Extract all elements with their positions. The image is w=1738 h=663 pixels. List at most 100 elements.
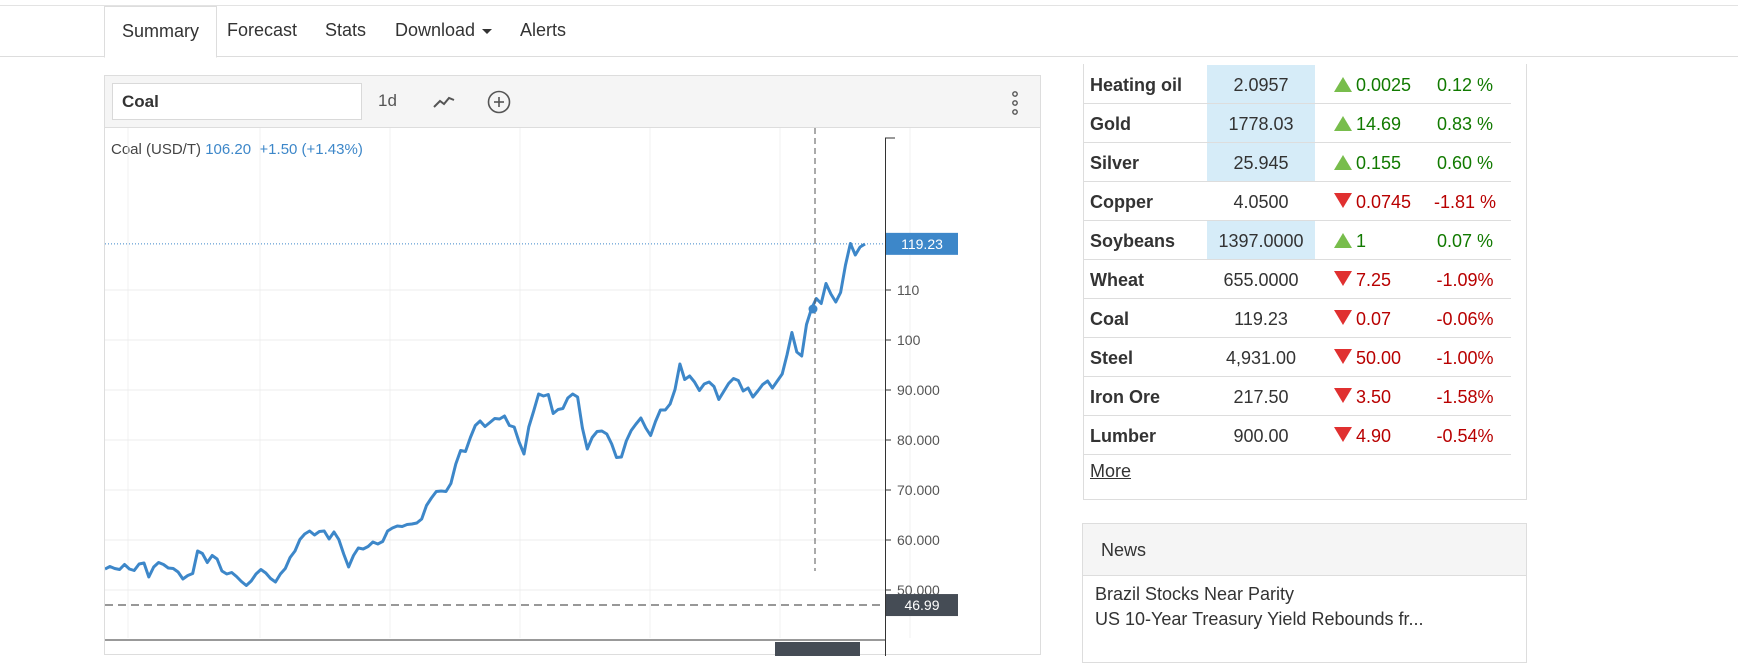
quote-row[interactable]: Gold 1778.03 14.69 0.83 % <box>1084 104 1511 143</box>
low-price-badge <box>886 594 958 617</box>
quote-row[interactable]: Wheat 655.0000 7.25 -1.09% <box>1084 260 1511 299</box>
arrow-up-icon <box>1334 155 1352 170</box>
quote-change: 0.0025 <box>1334 75 1411 96</box>
y-tick-label: 60.000 <box>897 532 940 548</box>
quote-row[interactable]: Copper 4.0500 0.0745 -1.81 % <box>1084 182 1511 221</box>
quote-change-value: 0.155 <box>1356 153 1402 173</box>
top-divider <box>0 5 1738 6</box>
tab-alerts[interactable]: Alerts <box>520 20 567 40</box>
crosshair-point <box>808 304 818 314</box>
tab-forecast[interactable]: Forecast <box>227 20 298 40</box>
quote-price: 1397.0000 <box>1207 221 1315 259</box>
quote-row[interactable]: Silver 25.945 0.155 0.60 % <box>1084 143 1511 182</box>
line-chart-icon[interactable] <box>431 89 457 115</box>
quote-percent: -0.06% <box>1436 309 1494 329</box>
quote-name[interactable]: Coal <box>1090 309 1130 329</box>
quote-name[interactable]: Wheat <box>1090 270 1144 290</box>
legend-price: 106.20 <box>205 141 252 158</box>
arrow-up-icon <box>1334 116 1352 131</box>
quote-change-value: 0.0745 <box>1356 192 1412 212</box>
quote-price: 25.945 <box>1207 143 1315 181</box>
news-item[interactable]: Brazil Stocks Near Parity <box>1095 584 1295 604</box>
quote-price: 4.0500 <box>1233 192 1289 212</box>
arrow-down-icon <box>1334 427 1352 442</box>
chart-legend: Coal (USD/T) 106.20 +1.50 (+1.43%) <box>111 141 363 158</box>
quote-change: 14.69 <box>1334 114 1401 135</box>
quote-change-value: 4.90 <box>1356 426 1392 446</box>
price-series-line <box>105 242 866 587</box>
quote-change-value: 3.50 <box>1356 387 1392 407</box>
symbol-input[interactable] <box>112 83 362 120</box>
last-price-label: 119.23 <box>901 236 943 252</box>
quote-percent: 0.83 % <box>1436 114 1494 134</box>
y-tick-label: 110 <box>897 282 920 298</box>
more-link[interactable]: More <box>1090 461 1132 481</box>
quote-change: 0.155 <box>1334 153 1401 174</box>
plus-circle-icon[interactable] <box>486 89 512 115</box>
quote-name[interactable]: Gold <box>1090 114 1131 134</box>
tab-download-label: Download <box>395 20 476 40</box>
quote-name[interactable]: Soybeans <box>1090 231 1176 251</box>
caret-down-icon <box>482 28 493 34</box>
quote-change-value: 0.07 <box>1356 309 1392 329</box>
arrow-down-icon <box>1334 349 1352 364</box>
quote-price: 1778.03 <box>1207 104 1315 142</box>
quote-percent: -1.00% <box>1436 348 1494 368</box>
quote-percent: 0.12 % <box>1436 75 1494 95</box>
quote-percent: -1.58% <box>1436 387 1494 407</box>
arrow-down-icon <box>1334 310 1352 325</box>
quote-change: 3.50 <box>1334 387 1391 408</box>
quotes-table: More Heating oil 2.0957 0.0025 0.12 % Gold 17… <box>1083 64 1527 500</box>
chart-panel: 1d Coal (USD/T) 106.20 +1.50 (+1.43%) 11… <box>104 75 1041 656</box>
quote-row[interactable]: Coal 119.23 0.07 -0.06% <box>1084 299 1511 338</box>
quote-row[interactable]: Steel 4,931.00 50.00 -1.00% <box>1084 338 1511 377</box>
legend-name: Coal (USD/T) <box>111 141 202 158</box>
quote-price: 4,931.00 <box>1225 348 1297 368</box>
quote-change: 0.07 <box>1334 309 1391 330</box>
quote-change: 0.0745 <box>1334 192 1411 213</box>
news-item[interactable]: US 10-Year Treasury Yield Rebounds fr... <box>1095 609 1424 629</box>
y-tick-label: 80.000 <box>897 432 940 448</box>
y-tick-label: 70.000 <box>897 482 940 498</box>
quote-row[interactable]: Soybeans 1397.0000 1 0.07 % <box>1084 221 1511 260</box>
period-button[interactable]: 1d <box>378 91 397 110</box>
quote-name[interactable]: Silver <box>1090 153 1140 173</box>
quote-price: 655.0000 <box>1223 270 1299 290</box>
quote-percent: -1.09% <box>1436 270 1494 290</box>
quote-change: 4.90 <box>1334 426 1391 447</box>
arrow-down-icon <box>1334 271 1352 286</box>
price-chart[interactable]: 110 100 90.000 80.000 70.000 60.000 50.000 119.… <box>105 128 1040 656</box>
quote-change: 50.00 <box>1334 348 1401 369</box>
y-tick-label: 90.000 <box>897 382 940 398</box>
x-crosshair-badge <box>775 642 860 656</box>
quote-name[interactable]: Copper <box>1090 192 1153 212</box>
arrow-down-icon <box>1334 388 1352 403</box>
chart-toolbar: 1d <box>105 76 1040 128</box>
tab-summary[interactable]: Summary <box>104 6 218 58</box>
quote-row[interactable]: Lumber 900.00 4.90 -0.54% <box>1084 416 1511 455</box>
quote-price: 217.50 <box>1233 387 1289 407</box>
more-vertical-icon[interactable] <box>1010 89 1020 117</box>
quote-name[interactable]: Lumber <box>1090 426 1157 446</box>
quote-change-value: 14.69 <box>1356 114 1402 134</box>
quote-percent: -1.81 % <box>1433 192 1497 212</box>
quote-row[interactable]: Heating oil 2.0957 0.0025 0.12 % <box>1084 65 1511 104</box>
quote-name[interactable]: Iron Ore <box>1090 387 1161 407</box>
quote-change-value: 0.0025 <box>1356 75 1412 95</box>
quote-change: 1 <box>1334 231 1366 252</box>
quote-price: 2.0957 <box>1207 65 1315 103</box>
low-price-label: 46.99 <box>904 597 939 613</box>
tab-stats[interactable]: Stats <box>325 20 367 40</box>
quote-change-value: 7.25 <box>1356 270 1392 290</box>
quote-change: 7.25 <box>1334 270 1391 291</box>
quote-row[interactable]: Iron Ore 217.50 3.50 -1.58% <box>1084 377 1511 416</box>
quote-percent: 0.60 % <box>1436 153 1494 173</box>
quote-name[interactable]: Steel <box>1090 348 1134 368</box>
quote-name[interactable]: Heating oil <box>1090 75 1183 95</box>
quote-change-value: 50.00 <box>1356 348 1402 368</box>
news-list: Brazil Stocks Near Parity US 10-Year Trea… <box>1083 576 1526 632</box>
tab-download[interactable]: Download <box>378 6 509 57</box>
tab-nav: Summary Forecast Stats Download Alerts <box>0 6 1738 58</box>
arrow-up-icon <box>1334 77 1352 92</box>
arrow-up-icon <box>1334 233 1352 248</box>
